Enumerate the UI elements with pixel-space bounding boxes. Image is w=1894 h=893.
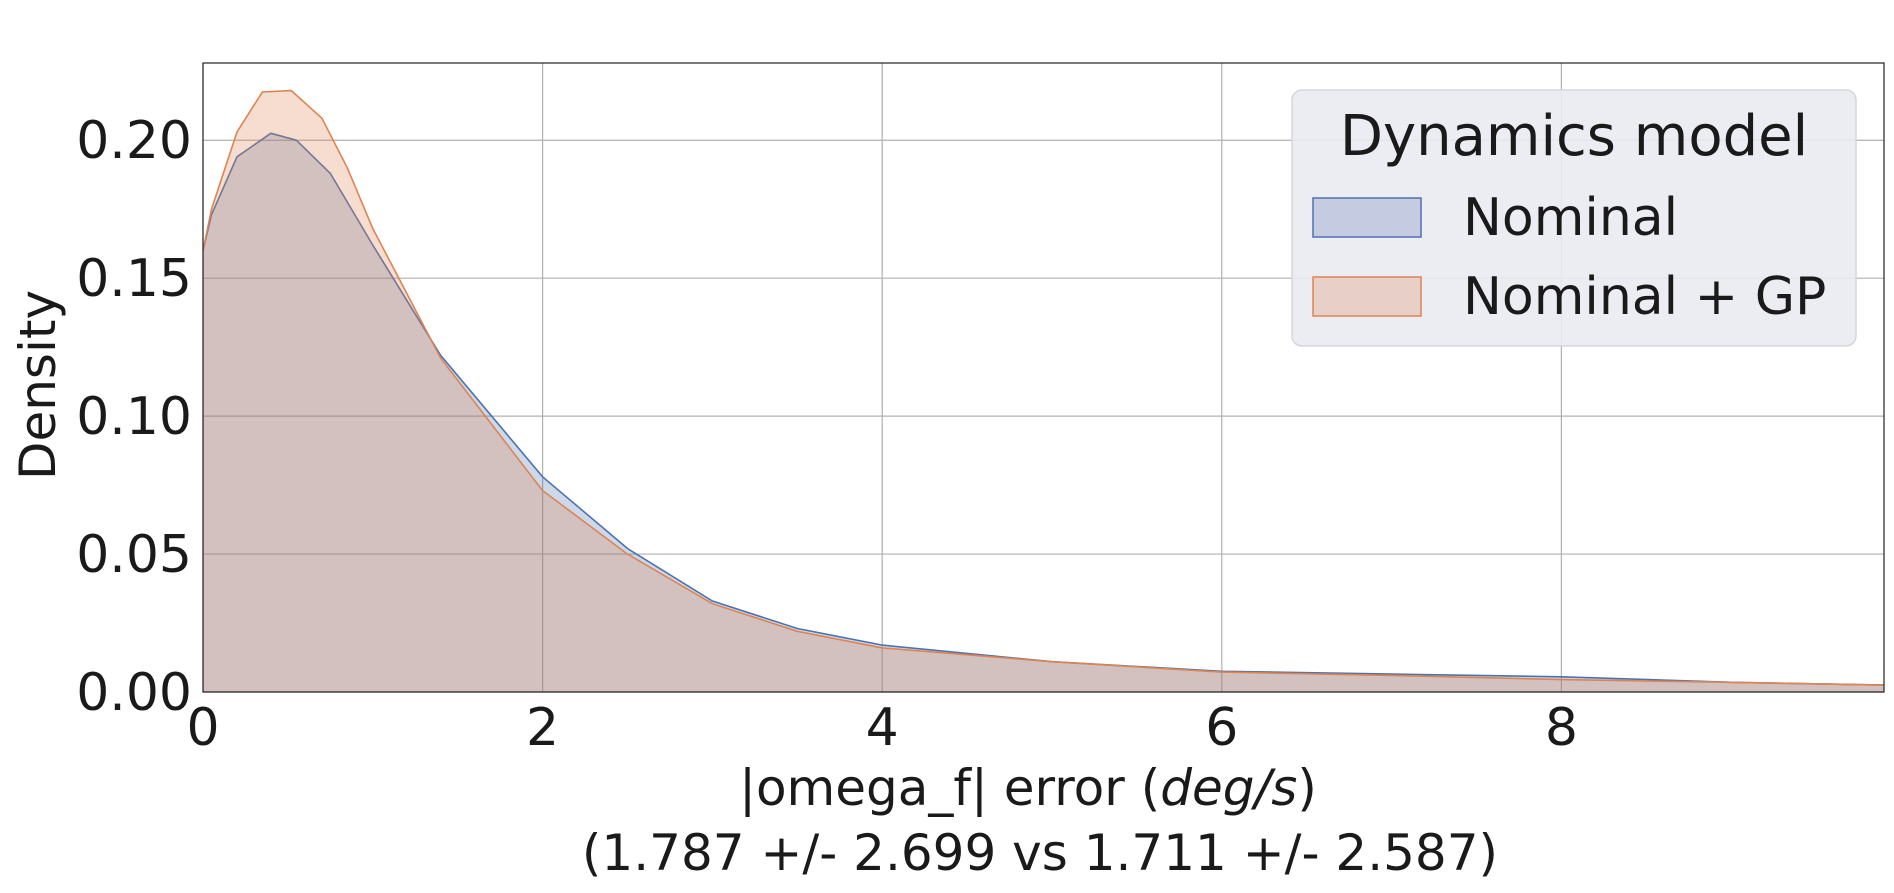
y-tick-label: 0.20: [76, 111, 192, 171]
density-line-nominal-gp: [202, 89, 1885, 686]
x-axis-label-suffix: ): [1297, 759, 1317, 817]
x-tick-label: 2: [526, 698, 559, 758]
density-line-nominal: [202, 132, 1885, 686]
axis-ticks: 0 2 4 6 8 0.00 0.05 0.10 0.15 0.20: [76, 111, 1578, 758]
density-area-nominal-gp: [203, 90, 1884, 693]
y-tick-label: 0.05: [76, 525, 192, 585]
density-area-nominal: [203, 133, 1884, 693]
x-axis-label-unit: deg/s: [1160, 759, 1297, 817]
legend: Dynamics model Nominal Nominal + GP: [1291, 89, 1857, 347]
y-tick-label: 0.10: [76, 387, 192, 447]
density-series: [202, 89, 1885, 693]
y-tick-label: 0.00: [76, 663, 192, 723]
plot-frame: [202, 62, 1885, 693]
x-tick-label: 6: [1205, 698, 1238, 758]
y-tick-label: 0.15: [76, 249, 192, 309]
x-tick-label: 4: [866, 698, 899, 758]
legend-label-nominal-gp: Nominal + GP: [1463, 267, 1826, 327]
x-axis-label: |omega_f| error (deg/s): [739, 759, 1317, 817]
legend-swatch-nominal-gp: [1312, 276, 1422, 317]
x-tick-label: 8: [1545, 698, 1578, 758]
x-tick-label: 0: [186, 698, 219, 758]
x-axis-stats-label: (1.787 +/- 2.699 vs 1.711 +/- 2.587): [582, 824, 1498, 882]
y-axis-label: Density: [9, 290, 67, 480]
legend-frame: [1291, 89, 1857, 347]
legend-title: Dynamics model: [1340, 104, 1808, 169]
legend-swatch-nominal: [1312, 197, 1422, 238]
legend-label-nominal: Nominal: [1463, 188, 1678, 248]
x-axis-label-prefix: |omega_f| error (: [739, 759, 1160, 817]
